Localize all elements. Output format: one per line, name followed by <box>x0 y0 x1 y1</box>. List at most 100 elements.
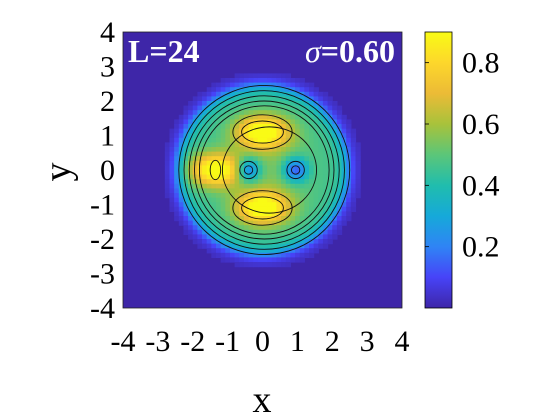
heat-cell <box>229 174 236 180</box>
heat-cell <box>211 170 217 176</box>
heat-cell <box>248 243 254 249</box>
heat-cell <box>183 165 189 171</box>
x-axis-ticks: -4 -3 -2 -1 0 1 2 3 4 <box>111 325 410 358</box>
heat-cell <box>197 101 203 107</box>
heat-cell <box>271 220 278 226</box>
heat-cell <box>295 257 301 263</box>
heat-cell <box>295 82 301 88</box>
heat-cell <box>202 225 208 231</box>
heat-cell <box>234 202 240 208</box>
heat-cell <box>299 252 305 258</box>
heat-cell <box>216 101 222 107</box>
heat-cell <box>267 110 273 116</box>
heat-cell <box>197 188 203 194</box>
annotation-sigma-symbol: σ <box>305 33 322 69</box>
heat-cell <box>178 119 185 125</box>
heat-cell <box>243 239 250 245</box>
heat-cell <box>206 174 212 180</box>
heat-cell <box>350 193 357 199</box>
heat-cell <box>299 124 305 130</box>
heat-cell <box>318 110 324 116</box>
heat-cell <box>183 216 189 222</box>
heat-cell <box>332 225 338 231</box>
heat-cell <box>262 160 268 166</box>
heat-cell <box>220 110 226 116</box>
heat-cell <box>271 174 278 180</box>
heat-cell <box>327 151 333 157</box>
heat-cell <box>276 124 282 130</box>
heat-cell <box>267 248 273 254</box>
y-tick-label: -2 <box>90 223 115 256</box>
heat-cell <box>276 119 282 125</box>
heat-cell <box>169 202 175 208</box>
heat-cell <box>197 225 203 231</box>
heat-cell <box>174 202 180 208</box>
heat-cell <box>183 124 189 130</box>
heat-cell <box>216 87 222 93</box>
heat-cell <box>225 133 231 139</box>
heat-cell <box>350 174 357 180</box>
heat-cell <box>225 78 231 84</box>
heat-cell <box>285 160 291 166</box>
heat-cell <box>188 193 194 199</box>
colorbar <box>424 31 453 309</box>
heat-cell <box>299 147 305 153</box>
heat-cell <box>225 239 231 245</box>
heat-cell <box>239 170 245 176</box>
heat-cell <box>295 147 301 153</box>
heat-cell <box>336 225 343 231</box>
heat-cell <box>188 220 194 226</box>
heat-cell <box>229 142 236 148</box>
heat-cell <box>174 193 180 199</box>
heat-cell <box>299 87 305 93</box>
heat-cell <box>313 193 319 199</box>
heat-cell <box>248 114 254 120</box>
heat-cell <box>299 119 305 125</box>
heat-cell <box>197 142 203 148</box>
heat-cell <box>295 96 301 102</box>
heat-cell <box>248 147 254 153</box>
heat-cell <box>322 110 329 116</box>
heat-cell <box>239 197 245 203</box>
heat-cell <box>225 124 231 130</box>
heat-cell <box>239 174 245 180</box>
heat-cell <box>243 96 250 102</box>
heat-cell <box>206 229 212 235</box>
heat-cell <box>257 239 264 245</box>
heat-cell <box>243 128 250 134</box>
heat-cell <box>164 193 171 199</box>
heat-cell <box>290 183 296 189</box>
heat-cell <box>183 211 189 217</box>
heat-cell <box>350 147 357 153</box>
heat-cell <box>169 170 175 176</box>
heat-cell <box>332 170 338 176</box>
heat-cell <box>229 257 236 263</box>
heat-cell <box>285 73 291 79</box>
heat-cell <box>197 211 203 217</box>
heat-cell <box>341 211 347 217</box>
heat-cell <box>253 133 259 139</box>
heat-cell <box>192 239 198 245</box>
heat-cell <box>299 216 305 222</box>
heat-cell <box>229 82 236 88</box>
heat-cell <box>178 193 185 199</box>
heat-cell <box>253 114 259 120</box>
heat-cell <box>239 133 245 139</box>
heat-cell <box>271 91 278 97</box>
heat-cell <box>253 225 259 231</box>
heat-cell <box>211 137 217 143</box>
heat-cell <box>243 156 250 162</box>
heat-cell <box>206 248 212 254</box>
heat-cell <box>267 206 273 212</box>
heat-cell <box>290 87 296 93</box>
heat-cell <box>355 193 361 199</box>
heat-cell <box>211 133 217 139</box>
heat-cell <box>253 73 259 79</box>
heat-cell <box>178 124 185 130</box>
heat-cell <box>188 128 194 134</box>
heat-cell <box>285 147 291 153</box>
heat-cell <box>262 114 268 120</box>
heat-cell <box>225 101 231 107</box>
heat-cell <box>178 202 185 208</box>
